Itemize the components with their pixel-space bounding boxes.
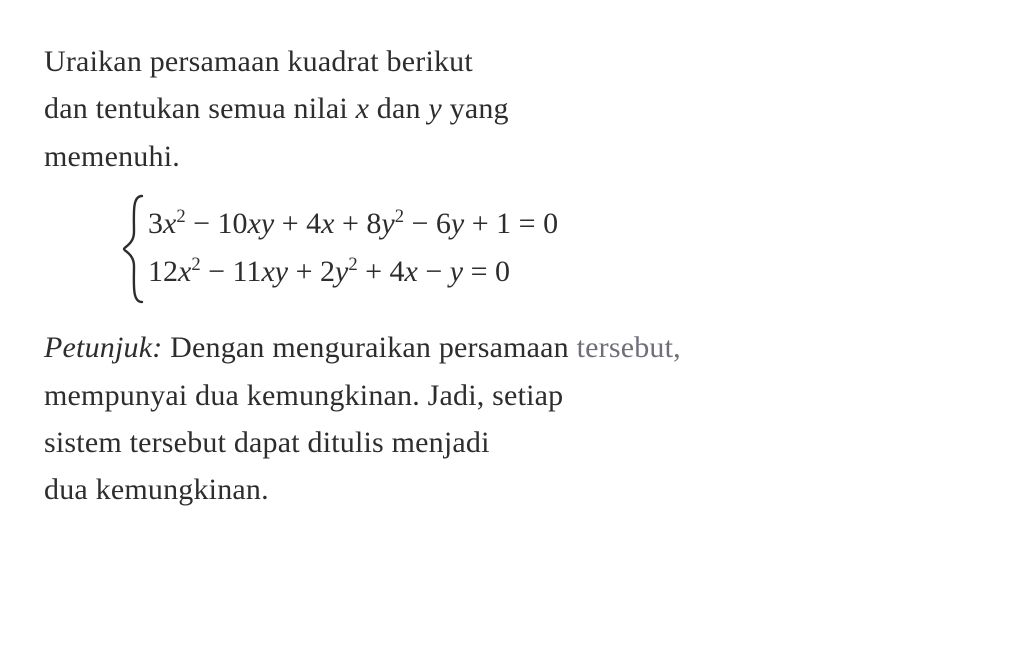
hint-line-1: Petunjuk: Dengan menguraikan persamaan t… [44, 324, 985, 371]
problem-statement: Uraikan persamaan kuadrat berikut dan te… [44, 38, 985, 180]
equation-system: 3x2 − 10xy + 4x + 8y2 − 6y + 1 = 0 12x2 … [122, 200, 985, 296]
prose-line-1: Uraikan persamaan kuadrat berikut [44, 38, 985, 85]
hint-line-4: dua kemungkinan. [44, 466, 985, 513]
hint-lead: Petunjuk: [44, 331, 162, 364]
left-brace-icon [122, 194, 146, 304]
equation-1: 3x2 − 10xy + 4x + 8y2 − 6y + 1 = 0 [148, 200, 985, 248]
prose-line-3: memenuhi. [44, 133, 985, 180]
text: dan tentukan semua nilai [44, 92, 356, 125]
var-y: y [428, 92, 442, 125]
hint-line-2: mempunyai dua kemungkinan. Jadi, setiap [44, 372, 985, 419]
var-x: x [356, 92, 370, 125]
text: dan [369, 92, 428, 125]
text: Dengan menguraikan persamaan [162, 331, 576, 364]
prose-line-2: dan tentukan semua nilai x dan y yang [44, 85, 985, 132]
hint-block: Petunjuk: Dengan menguraikan persamaan t… [44, 324, 985, 514]
equation-2: 12x2 − 11xy + 2y2 + 4x − y = 0 [148, 248, 985, 296]
text: yang [442, 92, 509, 125]
text-blur: tersebut, [577, 331, 681, 364]
hint-line-3: sistem tersebut dapat ditulis menjadi [44, 419, 985, 466]
